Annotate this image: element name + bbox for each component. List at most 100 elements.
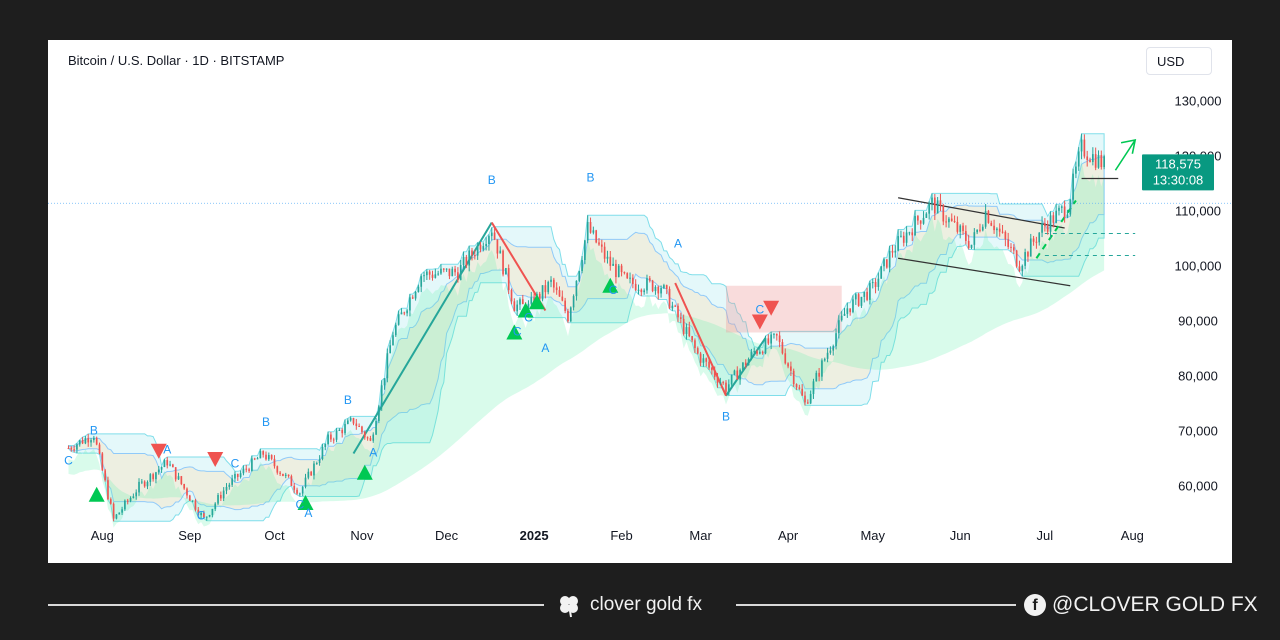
candle — [363, 430, 366, 440]
candle-body — [417, 286, 420, 292]
candle — [1001, 224, 1004, 234]
candle — [962, 222, 964, 235]
candle-body — [685, 327, 688, 334]
candle-body — [668, 288, 671, 309]
candle — [564, 297, 566, 314]
candle-body — [386, 353, 389, 379]
candle — [857, 292, 860, 307]
candle-body — [919, 220, 922, 224]
candle-body — [124, 500, 126, 510]
wave-label: A — [369, 445, 377, 459]
candle — [496, 239, 499, 259]
candle — [242, 465, 245, 476]
candle-body — [251, 458, 253, 471]
candle — [993, 219, 995, 234]
candle-body — [369, 438, 372, 441]
candle — [572, 294, 575, 311]
candle — [253, 457, 256, 461]
candle — [1021, 264, 1024, 277]
candle-body — [1015, 250, 1018, 267]
candle-body — [310, 471, 313, 476]
candle-body — [248, 469, 250, 471]
candle — [880, 266, 883, 279]
candle-body — [696, 348, 699, 354]
candle — [826, 347, 829, 363]
candle — [629, 272, 631, 284]
candle-body — [716, 377, 719, 383]
candle — [581, 256, 583, 274]
candle — [1052, 212, 1055, 228]
candle — [87, 433, 90, 447]
price-chart[interactable]: Bitcoin / U.S. Dollar · 1D · BITSTAMP B C… — [48, 40, 1232, 563]
candle-body — [821, 360, 823, 377]
candle — [702, 354, 705, 367]
candle — [660, 285, 662, 298]
candle-body — [736, 370, 739, 380]
candle — [945, 215, 947, 228]
x-tick-label: Mar — [689, 528, 712, 543]
candle-body — [863, 291, 866, 297]
candle-body — [87, 438, 90, 443]
candle-body — [1060, 206, 1063, 208]
candle-body — [1041, 223, 1043, 233]
candle-body — [448, 268, 451, 277]
candle-body — [1029, 238, 1032, 257]
candle — [1027, 250, 1029, 262]
candle-body — [925, 213, 928, 218]
candle — [208, 514, 211, 518]
candle-body — [682, 318, 685, 334]
candle-body — [575, 280, 578, 297]
candle — [1089, 157, 1091, 163]
wave-label: C — [64, 454, 73, 468]
candle-body — [846, 308, 849, 314]
candle-body — [1058, 207, 1060, 211]
candle — [846, 302, 849, 318]
current-price-tag — [1142, 154, 1214, 191]
candle — [1007, 232, 1010, 250]
candle — [245, 464, 248, 473]
candle-body — [866, 291, 868, 300]
candle — [248, 467, 250, 473]
candle-body — [172, 464, 174, 468]
candle — [674, 304, 677, 307]
candle-body — [634, 283, 637, 291]
candle — [637, 284, 640, 295]
x-tick-label: Sep — [178, 528, 201, 543]
candle — [121, 506, 123, 516]
candle-body — [1075, 166, 1077, 174]
candle — [933, 194, 936, 220]
wave-label: C — [524, 311, 533, 325]
candle — [1046, 220, 1049, 235]
candle — [719, 377, 722, 386]
candle — [375, 417, 377, 436]
candle — [442, 268, 445, 273]
candle — [682, 314, 685, 336]
candle — [550, 276, 552, 288]
candle — [1103, 154, 1105, 170]
candle-body — [389, 345, 392, 354]
candle-body — [1103, 156, 1105, 168]
candle-body — [203, 512, 205, 518]
y-tick-label: 130,000 — [1175, 94, 1222, 109]
candle-body — [267, 455, 270, 460]
candle-body — [1049, 215, 1052, 232]
candle — [770, 331, 772, 350]
candle — [505, 267, 507, 275]
candle — [126, 498, 129, 505]
buy-signal-marker — [602, 277, 619, 293]
candle — [1018, 260, 1021, 273]
candle-body — [883, 259, 885, 267]
candle-body — [902, 235, 905, 243]
x-tick-label: Oct — [264, 528, 285, 543]
candle-body — [933, 197, 936, 214]
candle — [691, 335, 693, 343]
candle-body — [1007, 239, 1010, 247]
candle — [73, 445, 75, 453]
social-handle[interactable]: f @CLOVER GOLD FX — [1024, 591, 1258, 619]
candle — [569, 306, 572, 323]
currency-selector[interactable]: USD — [1146, 47, 1212, 75]
candle — [725, 380, 727, 394]
candle — [632, 274, 634, 289]
candle — [276, 465, 279, 475]
candle — [651, 279, 654, 293]
